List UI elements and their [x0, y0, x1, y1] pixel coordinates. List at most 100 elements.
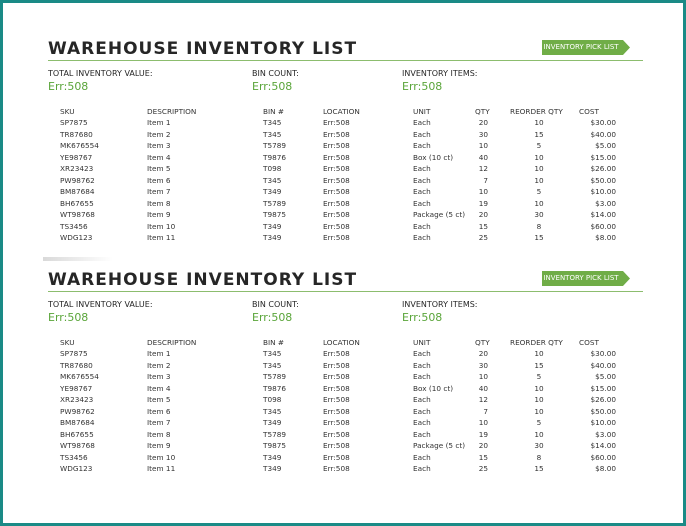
cell-reorder-qty: 10: [534, 175, 544, 185]
cell-reorder-qty: 10: [534, 395, 544, 404]
inventory-pick-list-button[interactable]: INVENTORY PICK LIST: [542, 271, 630, 286]
stat-label: TOTAL INVENTORY VALUE:: [48, 69, 153, 78]
cell-qty: 10: [478, 141, 488, 150]
cell-sku: XR23423: [60, 395, 94, 404]
cell-description: Item 5: [147, 164, 171, 173]
column-header-cost: COST: [579, 338, 599, 347]
cell-reorder-qty: 8: [536, 221, 542, 231]
cell-reorder-qty: 10: [534, 118, 544, 127]
inventory-sheet: WAREHOUSE INVENTORY LIST INVENTORY PICK L…: [3, 3, 683, 253]
cell-cost: $14.00: [590, 441, 616, 450]
column-header-cost: COST: [579, 107, 599, 116]
cell-bin: T349: [263, 221, 282, 231]
cell-description: Item 6: [147, 406, 171, 416]
cell-sku: BH67655: [60, 198, 94, 208]
stat-label: INVENTORY ITEMS:: [402, 300, 478, 309]
cell-description: Item 5: [147, 395, 171, 404]
cell-qty: 20: [478, 210, 488, 219]
cell-unit: Each: [413, 464, 431, 473]
cell-reorder-qty: 5: [536, 418, 542, 427]
cell-cost: $60.00: [590, 452, 616, 462]
cell-cost: $30.00: [590, 118, 616, 127]
column-header-unit: UNIT: [413, 107, 431, 116]
cell-bin: T9875: [263, 210, 287, 219]
cell-cost: $15.00: [590, 383, 616, 393]
stat-value: Err:508: [402, 80, 443, 93]
cell-location: Err:508: [323, 118, 350, 127]
column-header-reorder-qty: REORDER QTY: [510, 338, 563, 347]
cell-reorder-qty: 5: [536, 141, 542, 150]
cell-cost: $26.00: [590, 395, 616, 404]
cell-qty: 19: [478, 429, 488, 439]
cell-location: Err:508: [323, 233, 350, 242]
cell-location: Err:508: [323, 187, 350, 196]
cell-description: Item 9: [147, 210, 171, 219]
cell-cost: $3.00: [595, 198, 616, 208]
column-header-qty: QTY: [475, 338, 490, 347]
cell-reorder-qty: 10: [534, 406, 544, 416]
cell-unit: Each: [413, 349, 431, 358]
cell-cost: $10.00: [590, 187, 616, 196]
cell-reorder-qty: 15: [534, 129, 544, 139]
cell-description: Item 3: [147, 141, 171, 150]
cell-unit: Each: [413, 141, 431, 150]
cell-bin: T345: [263, 129, 282, 139]
cell-reorder-qty: 15: [534, 360, 544, 370]
cell-description: Item 11: [147, 233, 176, 242]
cell-sku: MK676554: [60, 141, 99, 150]
cell-bin: T9876: [263, 152, 287, 162]
cell-unit: Each: [413, 233, 431, 242]
cell-unit: Package (5 ct): [413, 441, 466, 450]
cell-description: Item 11: [147, 464, 176, 473]
cell-qty: 10: [478, 372, 488, 381]
cell-bin: T9876: [263, 383, 287, 393]
cell-reorder-qty: 5: [536, 372, 542, 381]
cell-cost: $15.00: [590, 152, 616, 162]
stat-value: Err:508: [48, 311, 89, 324]
cell-location: Err:508: [323, 164, 350, 173]
cell-reorder-qty: 10: [534, 164, 544, 173]
cell-qty: 40: [478, 383, 488, 393]
cell-qty: 30: [478, 129, 488, 139]
cell-reorder-qty: 15: [534, 233, 544, 242]
cell-bin: T349: [263, 464, 282, 473]
column-header-bin: BIN #: [263, 107, 285, 116]
cell-qty: 7: [483, 175, 488, 185]
cell-location: Err:508: [323, 175, 350, 185]
cell-unit: Each: [413, 406, 431, 416]
cell-unit: Each: [413, 360, 431, 370]
cell-qty: 10: [478, 418, 488, 427]
cell-sku: BH67655: [60, 429, 94, 439]
cell-sku: TS3456: [60, 452, 88, 462]
cell-bin: T5789: [263, 429, 287, 439]
cell-sku: BM87684: [60, 418, 95, 427]
cell-qty: 15: [478, 452, 488, 462]
cell-bin: T349: [263, 418, 282, 427]
cell-cost: $40.00: [590, 129, 616, 139]
sheet-title: WAREHOUSE INVENTORY LIST: [48, 39, 358, 59]
cell-qty: 40: [478, 152, 488, 162]
cell-sku: YE98767: [60, 383, 93, 393]
cell-sku: TS3456: [60, 221, 88, 231]
cell-description: Item 8: [147, 429, 171, 439]
cell-cost: $40.00: [590, 360, 616, 370]
cell-bin: T5789: [263, 141, 287, 150]
cell-description: Item 7: [147, 187, 171, 196]
cell-qty: 20: [478, 441, 488, 450]
stat-label: INVENTORY ITEMS:: [402, 69, 478, 78]
inventory-pick-list-button[interactable]: INVENTORY PICK LIST: [542, 40, 630, 55]
stat-value: Err:508: [252, 80, 293, 93]
column-header-sku: SKU: [60, 107, 75, 116]
cell-location: Err:508: [323, 452, 350, 462]
column-header-location: LOCATION: [323, 107, 360, 116]
column-header-reorder-qty: REORDER QTY: [510, 107, 563, 116]
cell-location: Err:508: [323, 152, 350, 162]
cell-description: Item 6: [147, 175, 171, 185]
cell-sku: WDG123: [60, 464, 93, 473]
cell-reorder-qty: 15: [534, 464, 544, 473]
cell-qty: 12: [478, 395, 488, 404]
cell-cost: $30.00: [590, 349, 616, 358]
cell-sku: SP7875: [60, 349, 88, 358]
cell-cost: $50.00: [590, 406, 616, 416]
cell-unit: Each: [413, 395, 431, 404]
